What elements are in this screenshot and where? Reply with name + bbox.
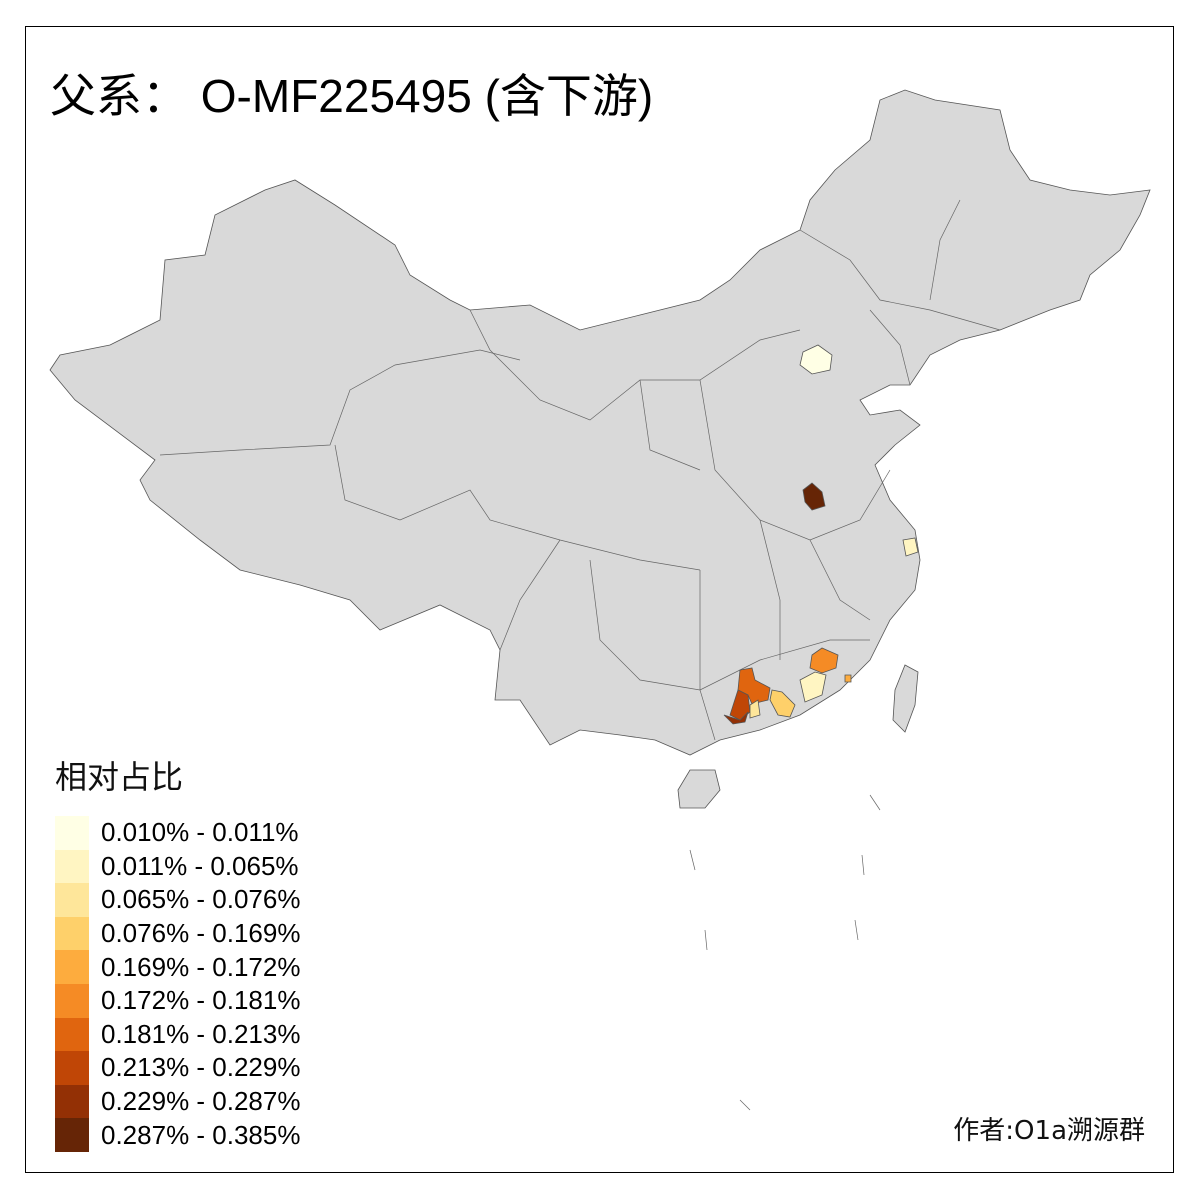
- legend-label: 0.287% - 0.385%: [101, 1119, 301, 1150]
- region-class-10: [802, 482, 826, 511]
- region-class-9: [723, 711, 749, 725]
- legend-item: 0.065% - 0.076%: [55, 883, 300, 917]
- province-border: [499, 539, 561, 651]
- island-mark: [689, 849, 696, 871]
- region-class-4: [769, 689, 796, 718]
- legend-item: 0.011% - 0.065%: [55, 849, 300, 884]
- taiwan-island: [892, 664, 919, 733]
- legend-label: 0.169% - 0.172%: [101, 951, 301, 982]
- province-border: [159, 349, 521, 456]
- legend-item: 0.287% - 0.385%: [55, 1118, 300, 1152]
- province-border: [699, 570, 716, 741]
- province-border: [809, 539, 871, 621]
- legend-item: 0.213% - 0.229%: [55, 1051, 300, 1085]
- legend-label: 0.076% - 0.169%: [101, 918, 301, 949]
- legend-label: 0.010% - 0.011%: [101, 817, 299, 848]
- legend-swatch: [55, 883, 89, 917]
- legend-swatch: [55, 1051, 89, 1085]
- region-class-6: [809, 647, 839, 674]
- region-class-5: [844, 674, 852, 683]
- legend-swatch: [55, 1084, 89, 1119]
- region-class-2: [902, 537, 919, 557]
- author-credit: 作者:O1a溯源群: [953, 1116, 1145, 1146]
- island-mark: [739, 1099, 751, 1111]
- province-border: [869, 309, 911, 386]
- province-border: [799, 229, 1001, 331]
- legend-label: 0.011% - 0.065%: [101, 850, 299, 881]
- region-class-3: [749, 699, 761, 719]
- legend-swatch: [55, 816, 89, 850]
- legend-label: 0.172% - 0.181%: [101, 985, 301, 1016]
- island-mark: [854, 919, 859, 941]
- province-border: [469, 309, 801, 421]
- legend-label: 0.065% - 0.076%: [101, 884, 301, 915]
- china-mainland: [49, 89, 1151, 756]
- legend-swatch: [55, 849, 89, 884]
- island-mark: [704, 929, 708, 951]
- legend-label: 0.181% - 0.213%: [101, 1018, 301, 1049]
- province-border: [699, 379, 891, 541]
- legend-item: 0.181% - 0.213%: [55, 1017, 301, 1052]
- legend-swatch: [55, 1118, 89, 1152]
- legend-item: 0.169% - 0.172%: [55, 950, 300, 984]
- province-border: [929, 199, 961, 301]
- province-border: [759, 519, 781, 660]
- legend-label: 0.213% - 0.229%: [101, 1052, 301, 1083]
- legend-item: 0.076% - 0.169%: [55, 916, 301, 951]
- island-mark: [869, 794, 881, 811]
- legend-swatch: [55, 983, 89, 1018]
- legend-title: 相对占比: [55, 758, 184, 796]
- map-title: 父系： O-MF225495 (含下游): [50, 70, 654, 122]
- legend-item: 0.229% - 0.287%: [55, 1084, 301, 1119]
- legend: 相对占比 0.010% - 0.011% 0.011% - 0.065% 0.065…: [55, 752, 300, 1152]
- legend-swatch: [55, 950, 89, 984]
- province-border: [639, 379, 701, 471]
- legend-swatch: [55, 1017, 89, 1052]
- legend-swatch: [55, 916, 89, 951]
- hainan-island: [677, 769, 721, 809]
- island-mark: [861, 854, 865, 876]
- legend-item: 0.172% - 0.181%: [55, 983, 301, 1018]
- region-class-2: [799, 671, 827, 703]
- legend-label: 0.229% - 0.287%: [101, 1086, 301, 1117]
- legend-item: 0.010% - 0.011%: [55, 816, 300, 850]
- plot-frame: [25, 26, 1174, 1173]
- region-class-1: [799, 344, 833, 375]
- province-border: [334, 444, 701, 571]
